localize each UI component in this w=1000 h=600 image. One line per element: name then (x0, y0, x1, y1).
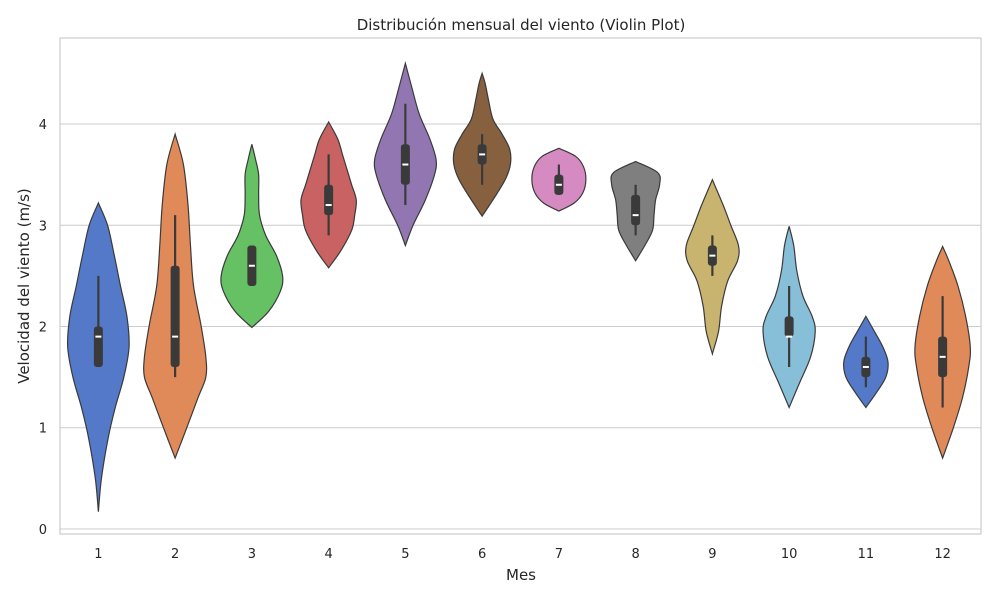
iqr-box-10 (784, 316, 794, 337)
chart-title: Distribución mensual del viento (Violin … (357, 16, 686, 34)
violin-month-12 (914, 245, 972, 460)
x-tick-label-4: 4 (324, 547, 332, 562)
iqr-box-2 (170, 265, 180, 367)
x-tick-label-6: 6 (478, 547, 486, 562)
y-tick-label-1: 1 (39, 422, 47, 437)
iqr-box-4 (324, 184, 334, 216)
violin-month-5 (373, 60, 438, 248)
iqr-box-1 (93, 326, 103, 367)
x-tick-label-3: 3 (248, 547, 256, 562)
violin-month-6 (452, 71, 512, 218)
violin-month-1 (66, 201, 130, 512)
iqr-box-8 (631, 194, 641, 226)
violin-body-3 (220, 144, 284, 329)
y-tick-label-4: 4 (39, 118, 47, 133)
violin-month-8 (610, 160, 661, 262)
y-tick-label-3: 3 (39, 219, 47, 234)
x-tick-label-1: 1 (94, 547, 102, 562)
violin-month-2 (143, 131, 208, 460)
violins (66, 60, 972, 512)
x-tick-label-12: 12 (934, 547, 951, 562)
violin-month-3 (220, 144, 284, 329)
x-axis-ticks: 1 2 3 4 5 6 7 8 9 10 11 12 (94, 547, 951, 562)
x-tick-label-9: 9 (708, 547, 716, 562)
y-axis-ticks: 0 1 2 3 4 (39, 118, 47, 538)
violin-month-11 (843, 315, 889, 409)
x-tick-label-10: 10 (781, 547, 798, 562)
x-tick-label-7: 7 (555, 547, 563, 562)
violin-month-9 (685, 178, 740, 357)
x-tick-label-5: 5 (401, 547, 409, 562)
plot-frame (59, 37, 982, 535)
x-axis-label: Mes (506, 566, 536, 584)
x-tick-label-2: 2 (171, 547, 179, 562)
violin-month-10 (762, 226, 816, 410)
y-axis-label: Velocidad del viento (m/s) (15, 188, 33, 384)
grid-lines (60, 123, 981, 530)
y-tick-label-2: 2 (39, 320, 47, 335)
y-tick-label-0: 0 (39, 523, 47, 538)
x-tick-label-8: 8 (631, 547, 639, 562)
violin-month-4 (300, 120, 357, 269)
violin-month-7 (531, 147, 587, 212)
x-tick-label-11: 11 (858, 547, 875, 562)
